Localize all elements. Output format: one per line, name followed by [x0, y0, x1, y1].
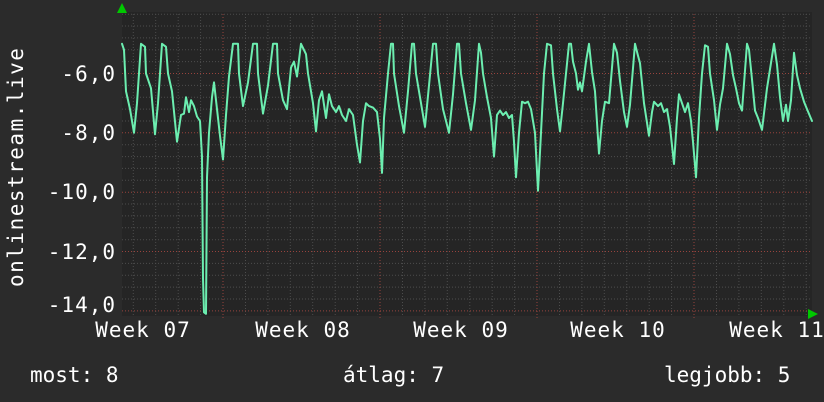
- grid-major: [122, 14, 812, 318]
- y-tick-label: -12,0: [47, 240, 116, 264]
- grid-minor: [122, 13, 812, 316]
- x-tick-label: Week 07: [95, 318, 191, 342]
- x-axis-arrow-icon: [808, 309, 818, 319]
- site-title: onlinestream.live: [4, 46, 28, 287]
- y-tick-label: -6,0: [61, 62, 116, 86]
- footer-stat-most: most: 8: [30, 363, 119, 387]
- x-tick-label: Week 10: [570, 318, 666, 342]
- y-axis-arrow-icon: [117, 3, 127, 13]
- data-line: [121, 42, 813, 315]
- x-tick-label: Week 11: [729, 318, 824, 342]
- y-tick-label: -10,0: [47, 180, 116, 204]
- footer-stat-legjobb: legjobb: 5: [664, 363, 791, 387]
- x-tick-label: Week 08: [255, 318, 351, 342]
- y-tick-label: -8,0: [61, 121, 116, 145]
- x-tick-label: Week 09: [413, 318, 509, 342]
- footer-stat-atlag: átlag: 7: [343, 363, 445, 387]
- y-tick-label: -14,0: [47, 293, 116, 317]
